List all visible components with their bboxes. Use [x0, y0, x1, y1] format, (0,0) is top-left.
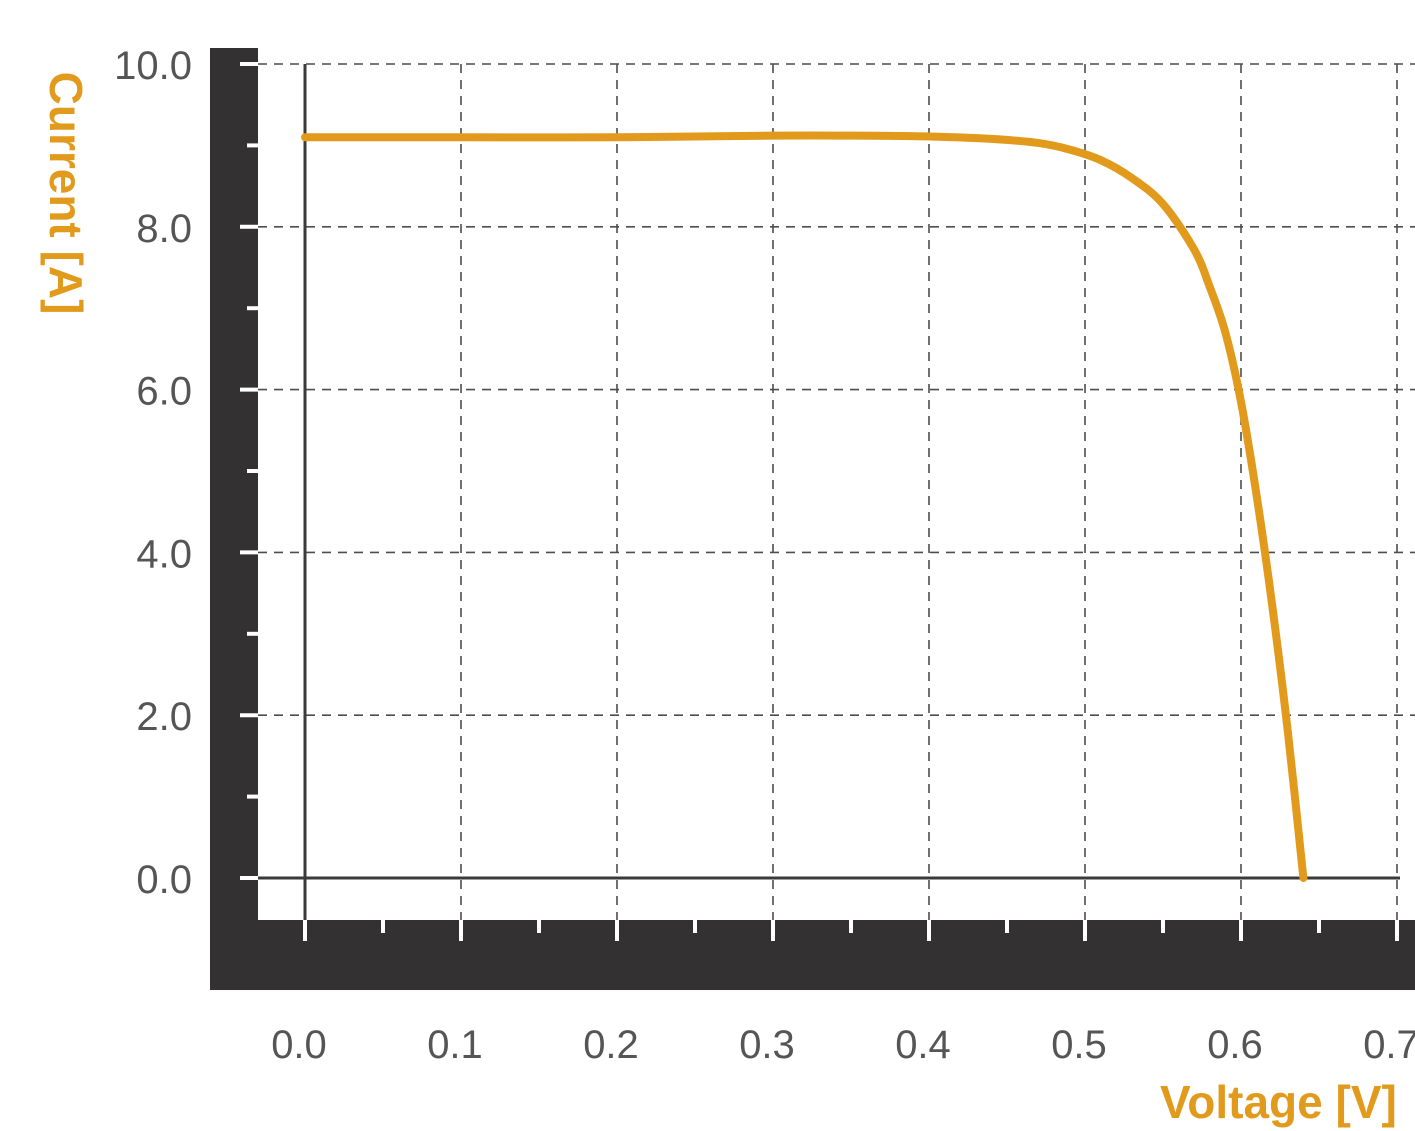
- y-tick-label: 8.0: [136, 207, 192, 251]
- frame-bottom-bar: [210, 920, 1415, 990]
- y-tick-label: 4.0: [136, 532, 192, 576]
- x-tick-label: 0.5: [1051, 1023, 1107, 1067]
- grid: [258, 63, 1415, 920]
- y-tick-label: 10.0: [114, 44, 192, 88]
- y-tick-label: 6.0: [136, 370, 192, 414]
- tick-marks: [240, 62, 1399, 941]
- y-tick-label: 0.0: [136, 858, 192, 902]
- zero-axes: [258, 64, 1400, 920]
- x-tick-label: 0.3: [739, 1023, 795, 1067]
- y-tick-labels: 0.0 2.0 4.0 6.0 8.0 10.0: [114, 44, 192, 902]
- y-tick-label: 2.0: [136, 695, 192, 739]
- x-axis-title: Voltage [V]: [1160, 1076, 1397, 1128]
- frame-left-bar: [210, 48, 258, 990]
- x-tick-label: 0.2: [583, 1023, 639, 1067]
- x-tick-label: 0.0: [271, 1023, 327, 1067]
- axis-frame: [210, 48, 1415, 990]
- x-tick-label: 0.7: [1363, 1023, 1415, 1067]
- x-tick-labels: 0.0 0.1 0.2 0.3 0.4 0.5 0.6 0.7: [271, 1023, 1415, 1067]
- series-line: [301, 131, 1308, 882]
- x-tick-label: 0.1: [427, 1023, 483, 1067]
- x-tick-label: 0.4: [895, 1023, 951, 1067]
- x-tick-label: 0.6: [1207, 1023, 1263, 1067]
- y-axis-title: Current [A]: [40, 72, 92, 315]
